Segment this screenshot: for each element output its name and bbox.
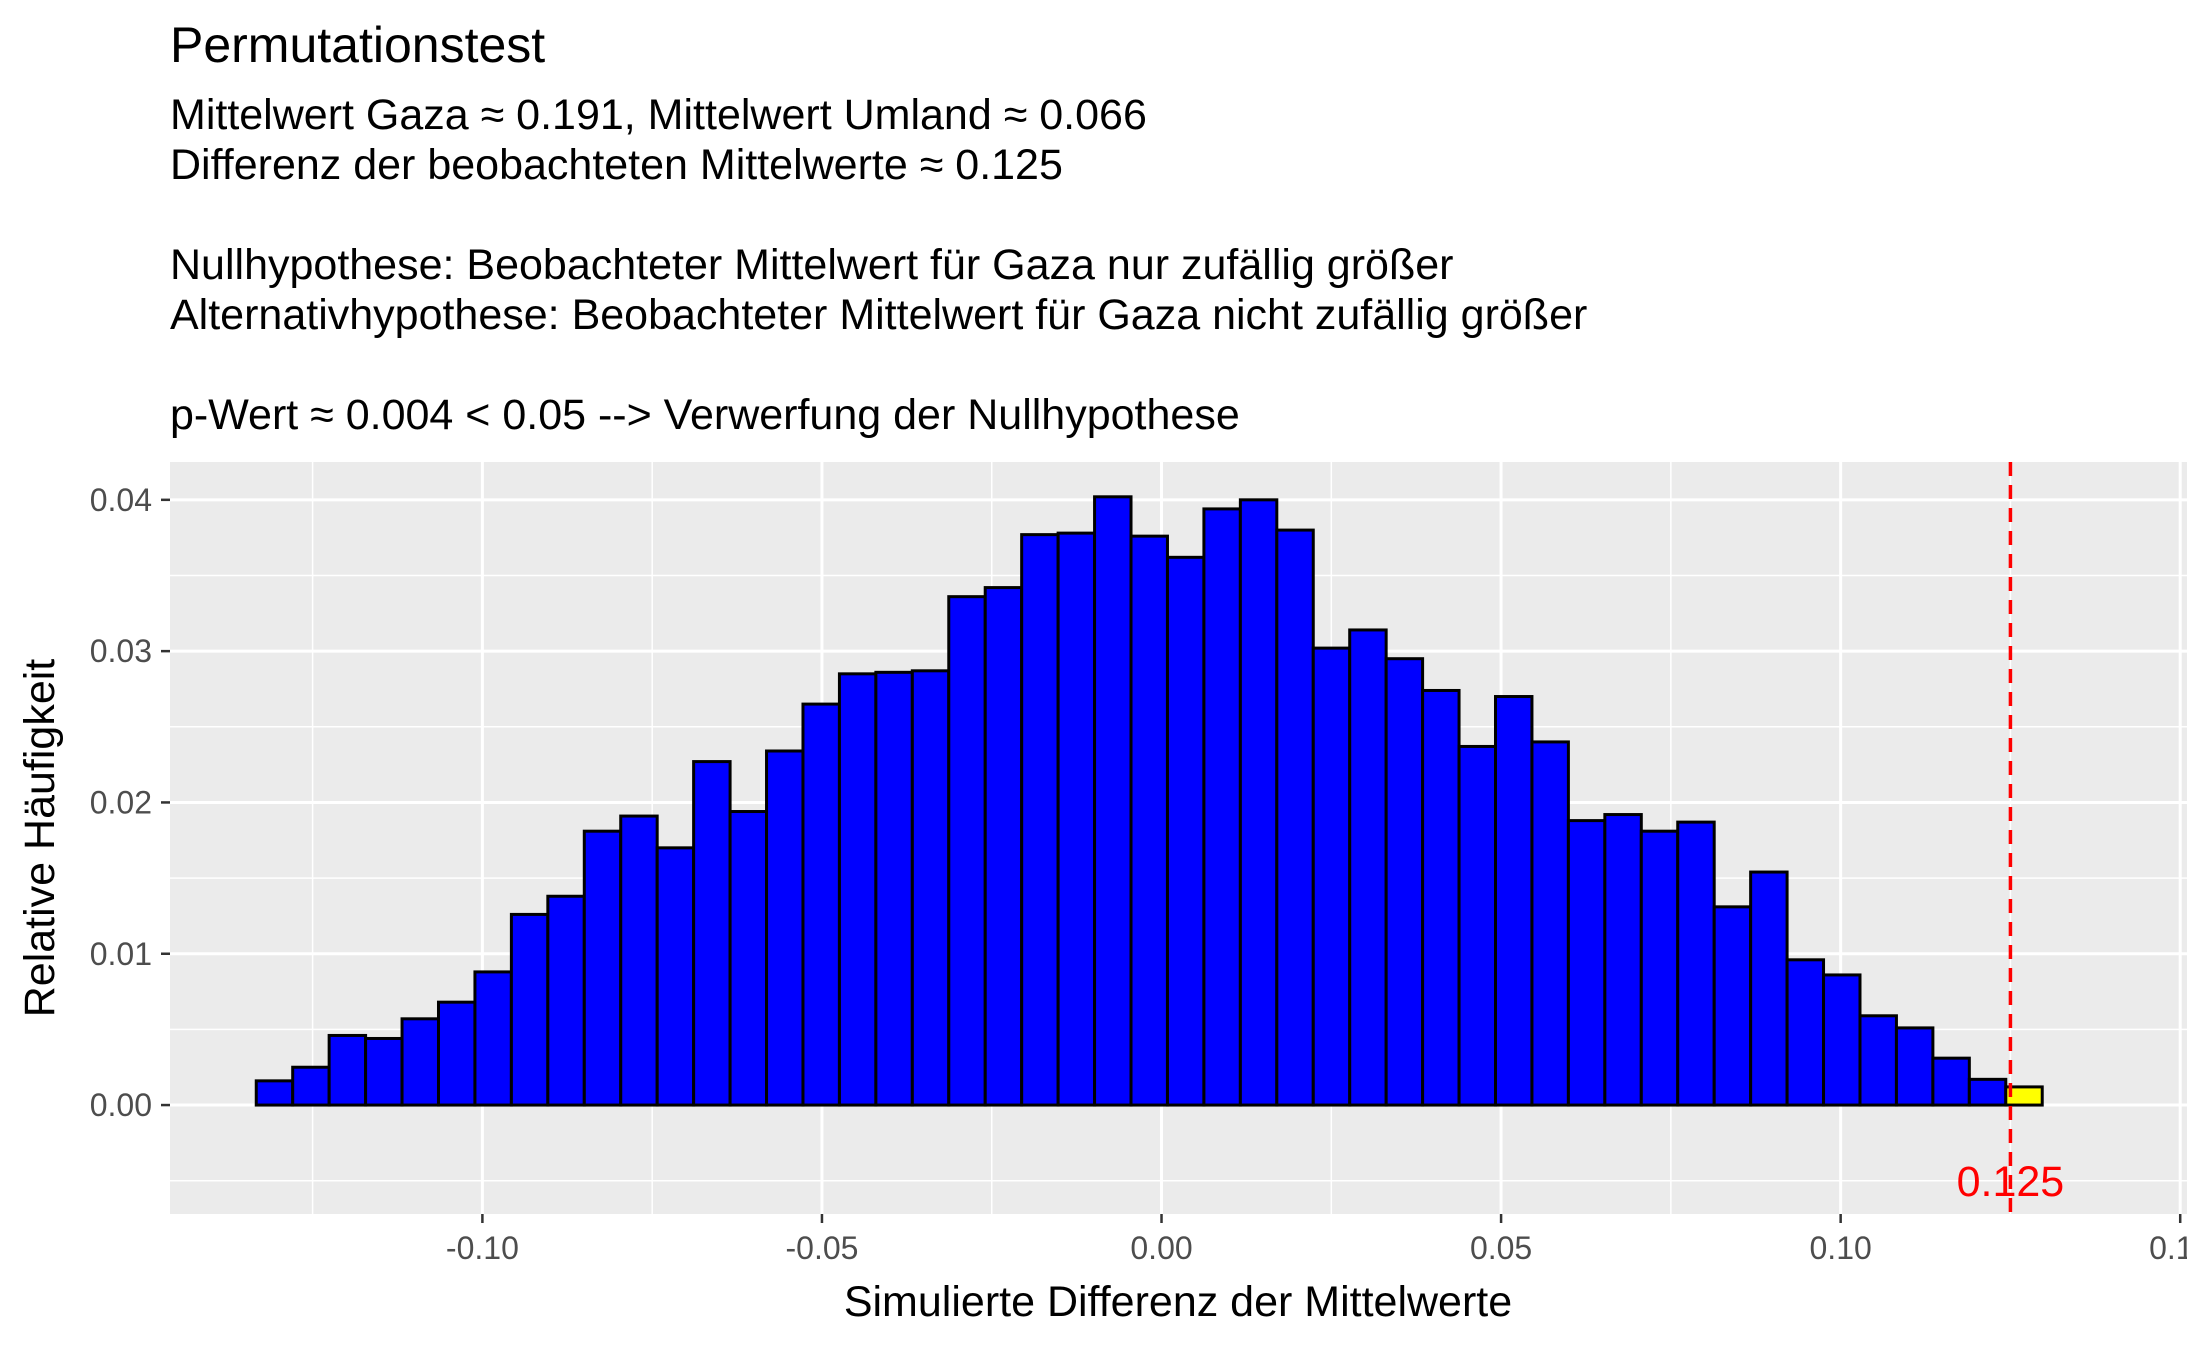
histogram-bar: [983, 586, 1024, 1107]
histogram-bar: [1822, 973, 1862, 1107]
histogram-bar: [765, 749, 805, 1107]
histogram-bar: [874, 670, 914, 1107]
histogram-bar: [291, 1065, 331, 1107]
histogram-bar: [1566, 819, 1607, 1107]
histogram-bar: [1749, 870, 1789, 1107]
histogram-bar: [1639, 829, 1680, 1107]
x-tick-label: 0.15: [2149, 1230, 2187, 1266]
histogram-bar: [1931, 1056, 1971, 1107]
x-tick-label: 0.05: [1470, 1230, 1532, 1266]
y-tick-label: 0.03: [90, 633, 152, 669]
histogram-bar: [1712, 905, 1753, 1107]
histogram-bar: [254, 1079, 295, 1107]
histogram-bar: [1603, 813, 1643, 1107]
subtitle-line: Mittelwert Gaza ≈ 0.191, Mittelwert Umla…: [170, 91, 1147, 139]
histogram-bar: [364, 1036, 404, 1107]
x-axis-ticks: -0.10 -0.05 0.00 0.05 0.10 0.15: [446, 1214, 2187, 1266]
chart-title: Permutationstest: [170, 17, 546, 73]
observed-difference-line: 0.125: [1957, 462, 2065, 1214]
chart-subtitle: Mittelwert Gaza ≈ 0.191, Mittelwert Umla…: [170, 90, 1587, 440]
histogram-bar: [1238, 498, 1279, 1107]
histogram-bar: [1311, 646, 1352, 1107]
histogram-bar: [1165, 555, 1206, 1107]
histogram-bar: [1020, 533, 1060, 1107]
y-axis-ticks: 0.00 0.01 0.02 0.03 0.04: [90, 482, 170, 1123]
histogram-bar: [327, 1033, 368, 1107]
histogram-bar: [1858, 1014, 1898, 1107]
histogram-bar: [1494, 695, 1534, 1107]
histogram-bar: [728, 810, 769, 1107]
x-tick-label: 0.10: [1810, 1230, 1872, 1266]
x-tick-label: 0.00: [1130, 1230, 1192, 1266]
histogram-bar: [1202, 507, 1242, 1107]
histogram-bar: [1967, 1077, 2008, 1107]
histogram-bar: [582, 829, 623, 1107]
y-tick-label: 0.02: [90, 784, 152, 820]
histogram-bar: [1384, 657, 1425, 1107]
histogram-bar: [1676, 820, 1716, 1107]
histogram-bar: [509, 912, 550, 1107]
histogram-bar: [473, 970, 513, 1107]
histogram-bar: [1056, 531, 1097, 1107]
subtitle-line: Nullhypothese: Beobachteter Mittelwert f…: [170, 241, 1454, 289]
histogram-bar: [692, 760, 732, 1107]
histogram-bar: [655, 846, 696, 1107]
histogram-bar: [1785, 958, 1826, 1107]
histogram-bar: [1275, 528, 1315, 1107]
y-tick-label: 0.01: [90, 936, 152, 972]
histogram-bar: [400, 1017, 440, 1107]
histogram-bar: [837, 672, 878, 1107]
y-axis-title: Relative Häufigkeit: [16, 659, 64, 1018]
observed-difference-label: 0.125: [1957, 1158, 2065, 1206]
histogram-bar: [1093, 495, 1133, 1107]
histogram-bar: [1894, 1026, 1935, 1107]
histogram-bar: [436, 1000, 477, 1107]
histogram-bar: [910, 669, 951, 1107]
x-axis-title: Simulierte Differenz der Mittelwerte: [844, 1278, 1512, 1326]
subtitle-line: Differenz der beobachteten Mittelwerte ≈…: [170, 141, 1063, 189]
histogram-bar: [801, 702, 841, 1107]
y-tick-label: 0.00: [90, 1087, 152, 1123]
histogram-bar: [1348, 628, 1388, 1107]
histogram-bar: [947, 595, 987, 1107]
x-tick-label: -0.10: [446, 1230, 519, 1266]
histogram-bar: [619, 814, 659, 1107]
y-tick-label: 0.04: [90, 482, 152, 518]
histogram-bar: [1129, 534, 1169, 1107]
x-tick-label: -0.05: [785, 1230, 858, 1266]
histogram-bar: [546, 894, 586, 1107]
histogram-bar: [2004, 1085, 2044, 1107]
subtitle-line: Alternativhypothese: Beobachteter Mittel…: [170, 291, 1588, 339]
histogram-bar: [1421, 688, 1461, 1107]
histogram-bar: [1457, 744, 1498, 1107]
histogram-bars: [254, 495, 2044, 1107]
histogram-bar: [1530, 740, 1570, 1107]
subtitle-line: p-Wert ≈ 0.004 < 0.05 --> Verwerfung der…: [170, 391, 1240, 439]
